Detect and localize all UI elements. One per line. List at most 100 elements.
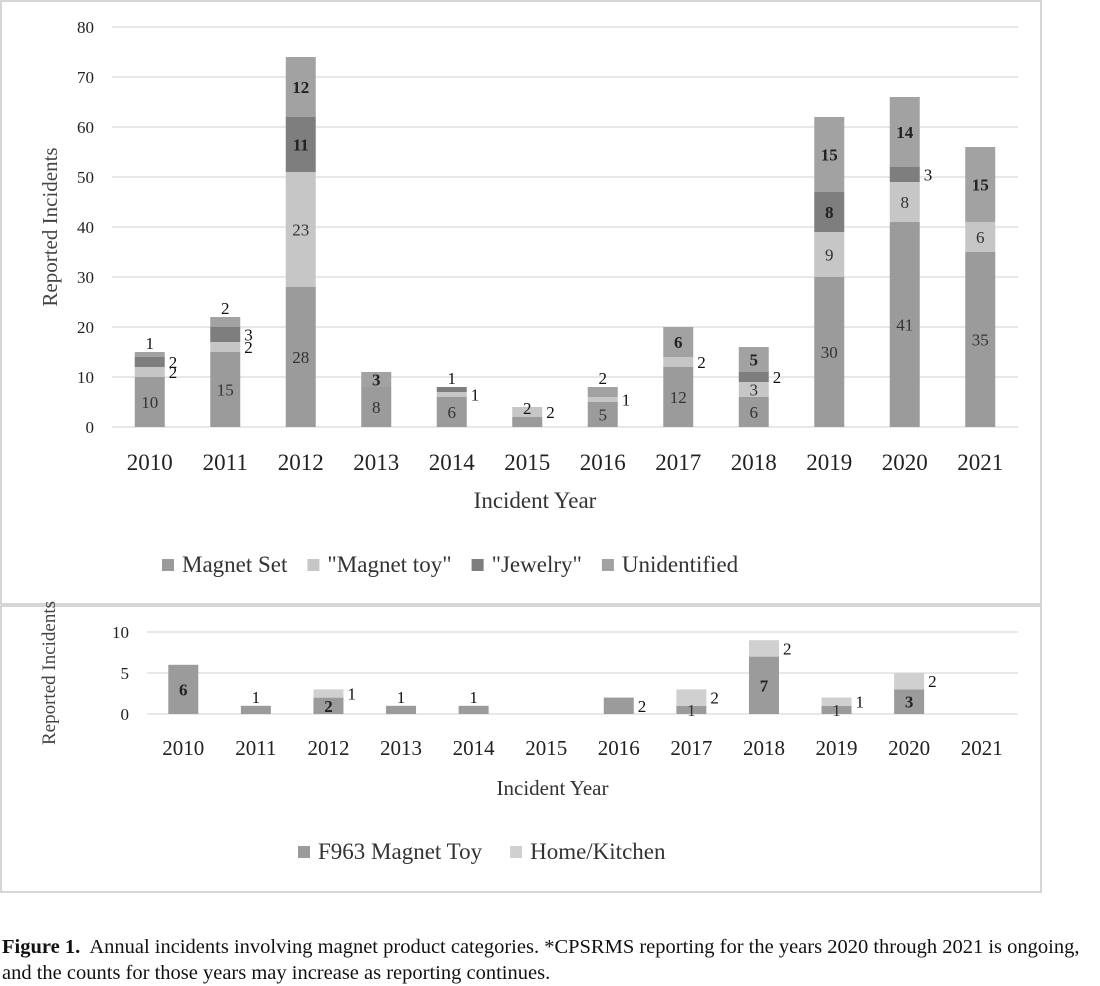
chart1.bar-segment [361, 387, 392, 427]
chart1.data-label: 9 [825, 246, 834, 265]
chart-bottom: 0 5 10 Reported Incidents 2010 2011 2012 2013 20… [39, 601, 1018, 864]
chart1.bar-segment [134, 352, 165, 357]
chart1.data-label: 2 [244, 338, 253, 357]
chart1.data-label: 1 [622, 391, 631, 410]
chart2.legend-swatch [510, 846, 523, 858]
chart1.x-tick-label: 2015 [504, 450, 550, 475]
top-panel-frame [0, 0, 1042, 605]
chart1.x-tick-label: 2011 [203, 450, 248, 475]
chart2.data-label: 1 [252, 688, 261, 707]
chart2.y-axis-label: Reported Incidents [39, 601, 60, 745]
chart1.bar-segment [210, 352, 241, 427]
chart1.bar-segment [965, 222, 996, 252]
chart2.data-label: 7 [760, 676, 769, 695]
chart1.bar-segment [889, 167, 920, 182]
chart1.data-label: 2 [169, 363, 178, 382]
chart1.data-label: 3 [372, 371, 381, 390]
chart1.bar-segment [361, 372, 392, 387]
chart2.x-tick-label: 2012 [307, 736, 349, 760]
chart2.data-label: 1 [832, 701, 841, 720]
chart2.x-tick-label: 2011 [235, 736, 276, 760]
chart1.y-tick-label: 0 [86, 418, 95, 437]
chart1.bar-segment [436, 387, 467, 392]
chart1.y-tick-label: 70 [77, 68, 94, 87]
chart2.y-tick-label: 0 [121, 705, 130, 724]
chart1.legend-swatch [162, 559, 174, 571]
chart1.bar-segment [285, 172, 316, 287]
chart2.data-label: 1 [687, 701, 696, 720]
chart1.bar-segment [210, 327, 241, 342]
chart1.bar-segment [738, 347, 769, 372]
chart1.legend-label: "Jewelry" [492, 552, 582, 577]
chart1.x-tick-label: 2010 [127, 450, 173, 475]
chart1.bar-segment [134, 367, 165, 377]
chart2.data-label: 2 [638, 697, 647, 716]
chart2.bar-segment [168, 664, 199, 714]
chart2.bar-segment [313, 689, 344, 698]
chart2.data-label: 3 [905, 693, 914, 712]
chart1.y-tick-label: 50 [77, 168, 94, 187]
chart1.legend-label: "Magnet toy" [327, 552, 451, 577]
chart2.bar-segment [821, 697, 852, 706]
chart1.y-tick-label: 30 [77, 268, 94, 287]
chart1.data-label: 5 [750, 351, 759, 370]
chart1.bar-segment [889, 222, 920, 427]
chart1.data-label: 2 [221, 299, 230, 318]
chart1.x-tick-label: 2012 [278, 450, 324, 475]
chart1.legend-label: Magnet Set [182, 552, 288, 577]
chart2.x-tick-label: 2016 [598, 736, 640, 760]
chart1.x-tick-label: 2021 [957, 450, 1003, 475]
chart2.bar-segment [676, 689, 707, 706]
chart1.data-label: 6 [750, 403, 759, 422]
chart2.bar-segment [748, 656, 779, 714]
chart1.y-tick-label: 10 [77, 368, 94, 387]
chart1.bar-segment [814, 192, 845, 232]
chart1.data-label: 6 [448, 403, 457, 422]
chart1.bar-segment [512, 407, 543, 417]
chart1.bar-segment [663, 357, 694, 367]
chart1.data-label: 12 [670, 388, 687, 407]
chart2.bar-segment [386, 705, 417, 714]
chart1.x-tick-label: 2017 [655, 450, 701, 475]
caption-label: Figure 1. [2, 936, 81, 958]
chart1.bar-segment [587, 402, 618, 427]
chart1.bar-segment [587, 397, 618, 402]
chart1.x-axis-label: Incident Year [474, 488, 597, 513]
chart1.data-label: 5 [599, 406, 608, 425]
chart1.data-label: 15 [821, 146, 838, 165]
chart1.bar-segment [587, 387, 618, 397]
chart2.bar-segment [821, 705, 852, 714]
chart2.x-tick-label: 2017 [670, 736, 712, 760]
chart2.data-label: 2 [710, 689, 719, 708]
chart1.bar-segment [889, 182, 920, 222]
chart2.x-tick-label: 2018 [743, 736, 785, 760]
chart1.x-tick-label: 2019 [806, 450, 852, 475]
chart1.data-label: 2 [546, 403, 555, 422]
chart1.data-label: 1 [146, 334, 155, 353]
chart1.bar-segment [285, 117, 316, 172]
chart2.bar-segment [458, 705, 489, 714]
chart1.y-tick-label: 40 [77, 218, 94, 237]
chart2.legend-label: Home/Kitchen [530, 839, 666, 864]
chart1.x-tick-label: 2020 [882, 450, 928, 475]
chart2.x-axis-label: Incident Year [497, 776, 609, 800]
chart1.data-label: 12 [292, 78, 309, 97]
chart2.x-tick-label: 2019 [816, 736, 858, 760]
chart1.legend-swatch [307, 559, 320, 571]
chart1.data-label: 6 [674, 333, 683, 352]
chart1.data-label: 1 [448, 369, 457, 388]
chart1.data-label: 23 [292, 221, 309, 240]
chart1.bar-segment [512, 417, 543, 427]
chart1.y-tick-label: 80 [77, 18, 94, 37]
chart1.bar-segment [738, 372, 769, 382]
chart1.bar-segment [436, 392, 467, 397]
chart2.bar-segment [603, 697, 634, 714]
chart1.bar-segment [663, 367, 694, 427]
chart1.bar-segment [814, 232, 845, 277]
chart-top: 0 10 20 30 40 50 60 70 80 Reported Incidents 2010 2… [38, 18, 1018, 577]
chart1.data-label: 15 [217, 381, 234, 400]
chart1.data-label: 3 [924, 166, 933, 185]
chart1.data-label: 8 [372, 398, 381, 417]
chart1.y-tick-label: 60 [77, 118, 94, 137]
